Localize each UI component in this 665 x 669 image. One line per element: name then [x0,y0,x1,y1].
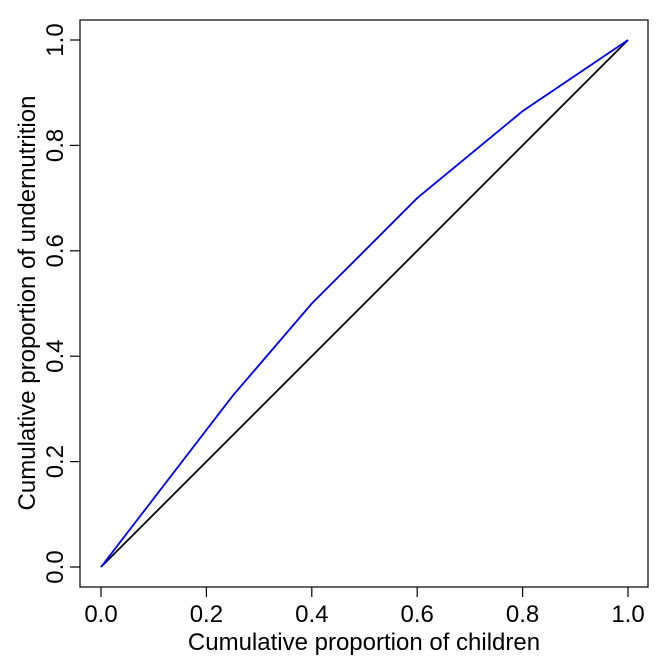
x-tick-label: 0.0 [84,601,117,628]
y-tick-label: 0.0 [42,550,69,583]
x-tick-label: 1.0 [611,601,644,628]
x-tick-label: 0.8 [506,601,539,628]
x-tick-label: 0.4 [295,601,328,628]
y-tick-label: 0.6 [42,234,69,267]
x-axis-label: Cumulative proportion of children [188,629,540,656]
plot-frame [79,19,649,588]
y-tick-label: 0.4 [42,340,69,373]
y-tick-label: 0.8 [42,129,69,162]
x-tick-label: 0.6 [401,601,434,628]
x-tick-label: 0.2 [190,601,223,628]
concentration-curve [100,39,629,568]
y-tick-label: 0.2 [42,445,69,478]
y-axis-label: Cumulative proportion of undernutrition [14,96,41,511]
line-of-equality [100,39,629,568]
y-tick-label: 1.0 [42,23,69,56]
